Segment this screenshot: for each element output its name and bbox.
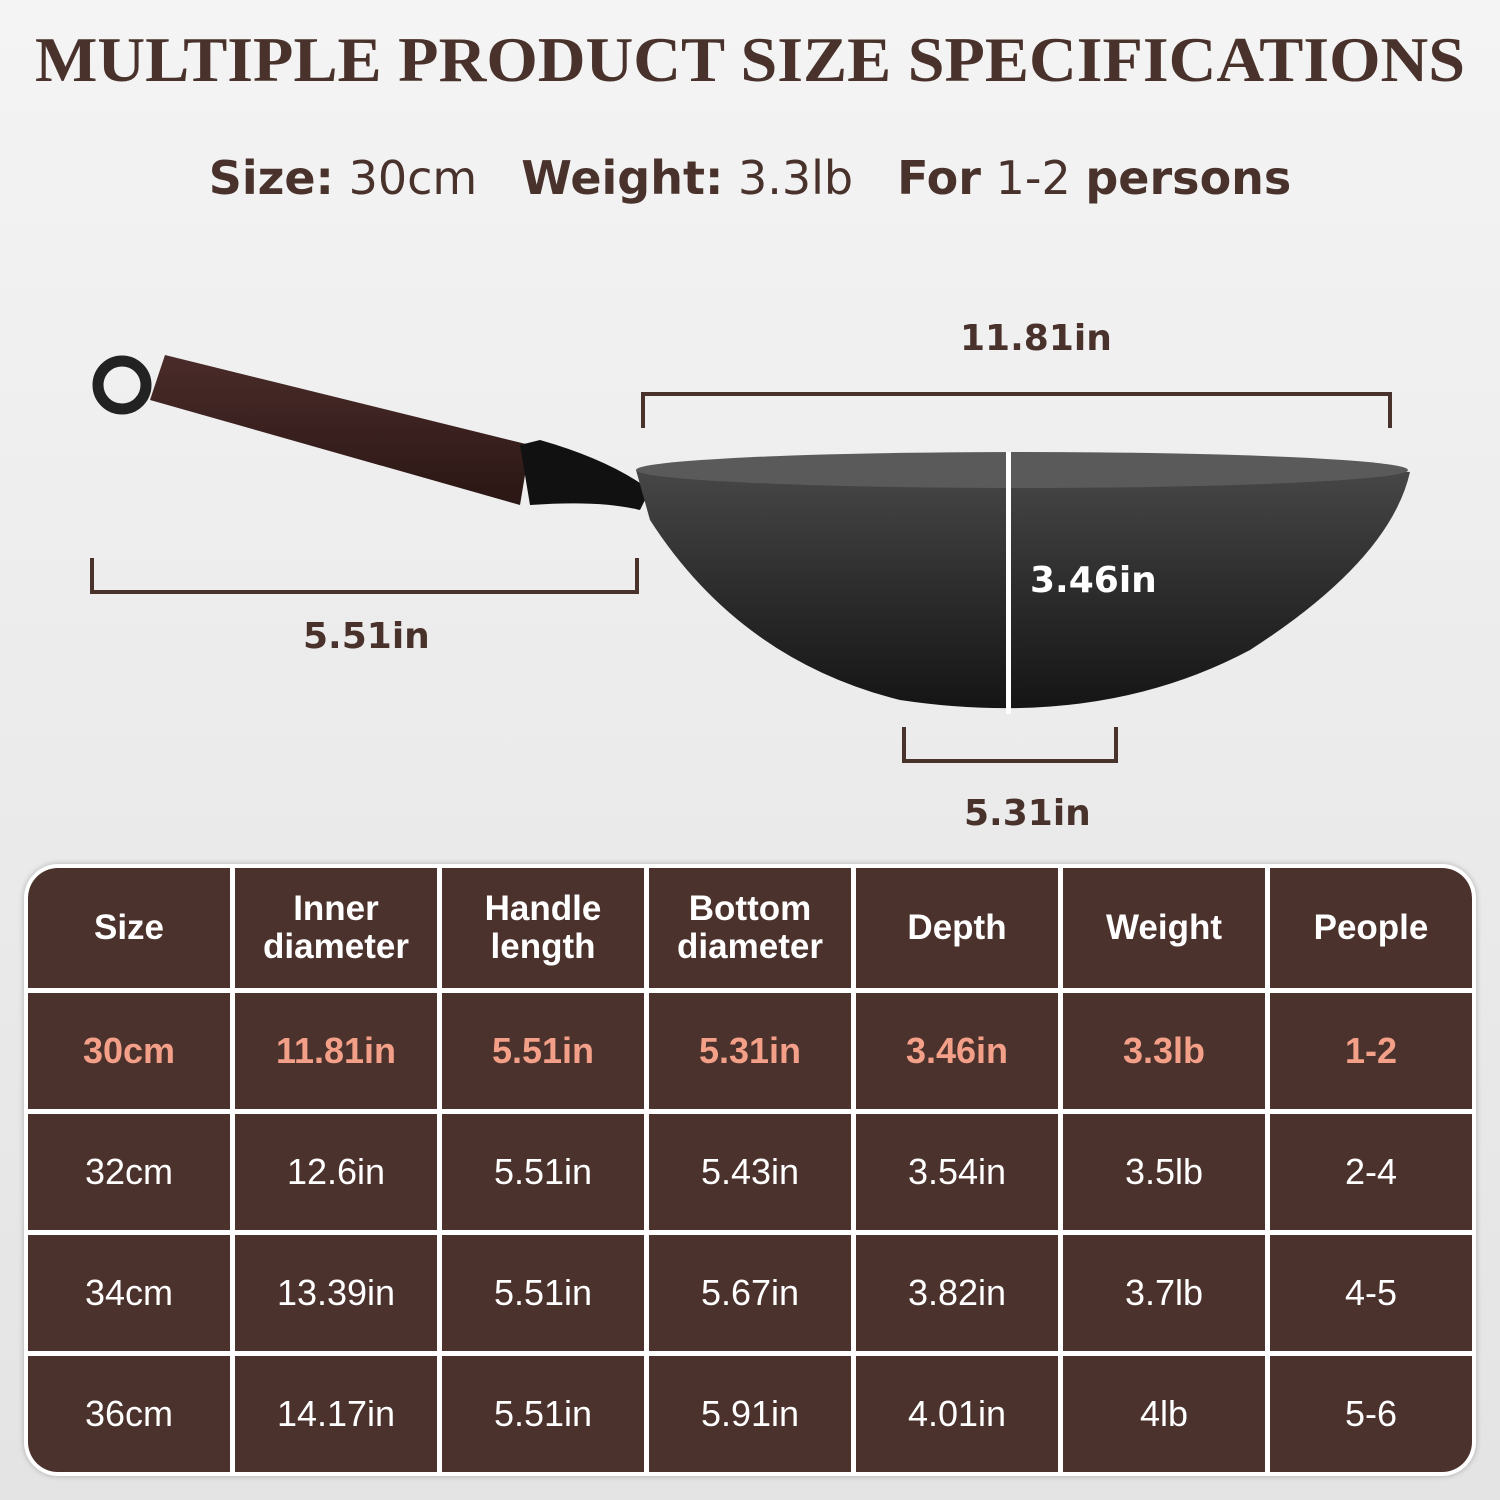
table-cell: 5-6 [1270, 1356, 1472, 1472]
subtitle: Size: 30cm Weight: 3.3lb For 1-2 persons [0, 150, 1500, 206]
spec-table: Size Inner diameter Handle length Bottom di… [24, 864, 1476, 1476]
table-cell: 5.51in [442, 1356, 644, 1472]
table-cell: 30cm [28, 993, 230, 1109]
title-container: MULTIPLE PRODUCT SIZE SPECIFICATIONS [0, 22, 1500, 102]
handle [92, 355, 650, 510]
table-cell: 12.6in [235, 1114, 437, 1230]
table-cell: 5.31in [649, 993, 851, 1109]
table-cell: 5.51in [442, 1114, 644, 1230]
for-label: For [897, 151, 981, 205]
table-header-cell: Handle length [442, 868, 644, 988]
table-cell: 36cm [28, 1356, 230, 1472]
dimension-brackets [90, 392, 1392, 763]
inner-diameter-bracket [641, 392, 1392, 428]
depth-label: 3.46in [1030, 560, 1157, 601]
table-cell: 3.54in [856, 1114, 1058, 1230]
table-cell: 1-2 [1270, 993, 1472, 1109]
table-cell: 5.51in [442, 1235, 644, 1351]
size-label: Size: [208, 151, 334, 205]
table-cell: 11.81in [235, 993, 437, 1109]
table-cell: 3.46in [856, 993, 1058, 1109]
people-value: 1-2 [995, 151, 1071, 205]
persons-label: persons [1085, 151, 1292, 205]
table-cell: 14.17in [235, 1356, 437, 1472]
table-cell: 34cm [28, 1235, 230, 1351]
wok-illustration [90, 355, 1410, 763]
table-cell: 5.43in [649, 1114, 851, 1230]
table-header-cell: People [1270, 868, 1472, 988]
table-header-cell: Size [28, 868, 230, 988]
size-value: 30cm [348, 151, 478, 205]
table-cell: 4-5 [1270, 1235, 1472, 1351]
table-cell: 5.91in [649, 1356, 851, 1472]
table-cell: 5.67in [649, 1235, 851, 1351]
table-cell: 5.51in [442, 993, 644, 1109]
table-cell: 3.7lb [1063, 1235, 1265, 1351]
bottom-diameter-label: 5.31in [964, 793, 1091, 834]
weight-label: Weight: [521, 151, 724, 205]
inner-diameter-label: 11.81in [960, 318, 1112, 359]
table-header-cell: Depth [856, 868, 1058, 988]
table-cell: 3.82in [856, 1235, 1058, 1351]
handle-length-label: 5.51in [303, 616, 430, 657]
table-cell: 4lb [1063, 1356, 1265, 1472]
table-cell: 4.01in [856, 1356, 1058, 1472]
weight-value: 3.3lb [737, 151, 854, 205]
page-title: MULTIPLE PRODUCT SIZE SPECIFICATIONS [34, 24, 1466, 95]
table-header-cell: Weight [1063, 868, 1265, 988]
table-cell: 3.3lb [1063, 993, 1265, 1109]
table-cell: 3.5lb [1063, 1114, 1265, 1230]
table-cell: 13.39in [235, 1235, 437, 1351]
handle-length-bracket [90, 558, 639, 594]
table-header-cell: Bottom diameter [649, 868, 851, 988]
table-header-cell: Inner diameter [235, 868, 437, 988]
wok-body [636, 452, 1410, 714]
table-cell: 2-4 [1270, 1114, 1472, 1230]
table-cell: 32cm [28, 1114, 230, 1230]
bottom-diameter-bracket [902, 727, 1118, 763]
